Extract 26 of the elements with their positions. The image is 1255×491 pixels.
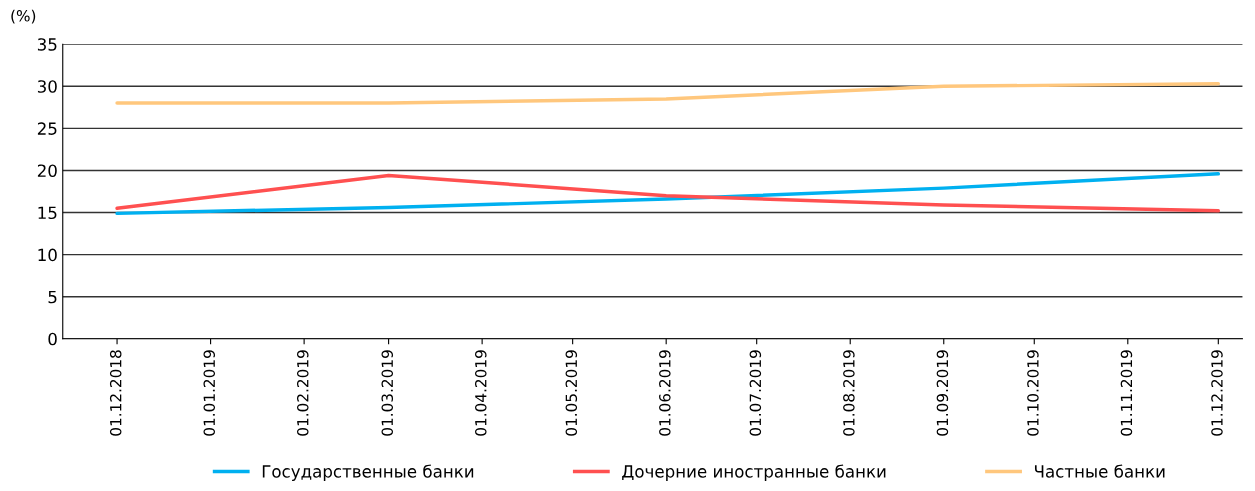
y-tick-label: 30 bbox=[37, 80, 57, 93]
x-tick-label: 01.12.2018 bbox=[109, 350, 122, 436]
legend-label: Дочерние иностранные банки bbox=[622, 464, 886, 481]
x-tick-label: 01.04.2019 bbox=[475, 350, 487, 436]
y-tick-label: 20 bbox=[37, 164, 57, 178]
x-tick-label: 01.07.2019 bbox=[749, 350, 762, 436]
line-series bbox=[115, 82, 1221, 105]
x-tick-label: 01.03.2019 bbox=[381, 350, 394, 436]
legend-label: Частные банки bbox=[1034, 464, 1165, 478]
y-tick-label: 25 bbox=[37, 122, 57, 135]
y-tick-label: 0 bbox=[48, 332, 57, 346]
x-tick-label: 01.01.2019 bbox=[203, 350, 216, 436]
x-tick-label: 01.09.2019 bbox=[936, 350, 949, 436]
y-axis-title: (%) bbox=[11, 9, 36, 24]
y-tick-label: 10 bbox=[38, 248, 57, 262]
y-tick-label: 35 bbox=[37, 38, 57, 51]
legend-label: Государственные банки bbox=[262, 464, 474, 481]
x-tick-label: 01.12.2019 bbox=[1211, 350, 1223, 436]
x-tick-label: 01.02.2019 bbox=[297, 350, 309, 436]
y-tick-label: 15 bbox=[38, 206, 57, 220]
x-tick-label: 01.05.2019 bbox=[565, 350, 578, 436]
x-tick-label: 01.11.2019 bbox=[1120, 350, 1133, 436]
x-tick-label: 01.08.2019 bbox=[843, 350, 855, 436]
y-tick-label: 5 bbox=[48, 290, 57, 304]
x-tick-label: 01.10.2019 bbox=[1027, 350, 1039, 436]
x-tick-label: 01.06.2019 bbox=[659, 350, 671, 436]
